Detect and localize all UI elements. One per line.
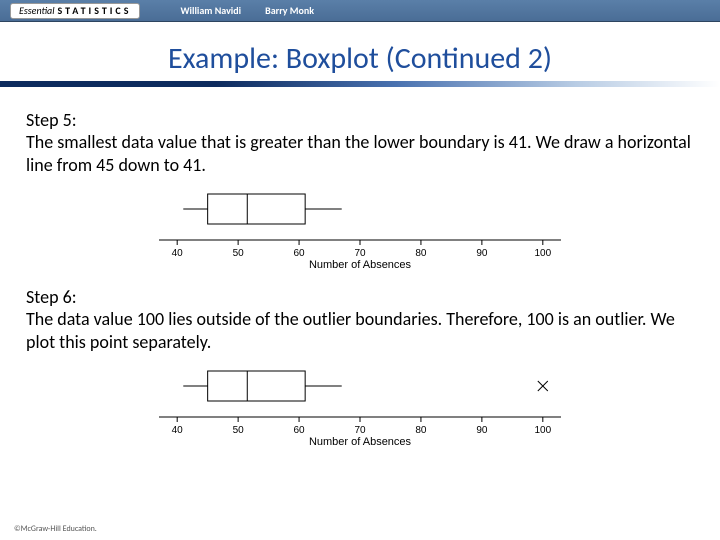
boxplot2: 40 50 60 70 80 90 100 Number of Absences: [145, 363, 575, 445]
svg-text:60: 60: [294, 248, 306, 259]
step5-label: Step 5:: [26, 109, 694, 131]
svg-text:80: 80: [415, 425, 427, 436]
boxplot1-holder: 40 50 60 70 80 90 100 Number of Absences: [26, 186, 694, 268]
svg-text:50: 50: [233, 425, 245, 436]
content: Step 5: The smallest data value that is …: [0, 95, 720, 445]
svg-text:Number of Absences: Number of Absences: [309, 259, 412, 268]
book-title-pill: Essential STATISTICS: [10, 3, 140, 19]
svg-text:100: 100: [534, 248, 551, 259]
author-1: William Navidi: [180, 4, 241, 17]
title-area: Example: Boxplot (Continued 2): [0, 22, 720, 95]
step6-block: Step 6: The data value 100 lies outside …: [26, 286, 694, 353]
step6-text: The data value 100 lies outside of the o…: [26, 308, 694, 353]
header-bar: Essential STATISTICS William Navidi Barr…: [0, 0, 720, 22]
svg-text:90: 90: [476, 425, 488, 436]
svg-text:80: 80: [415, 248, 427, 259]
svg-text:60: 60: [294, 425, 306, 436]
svg-text:100: 100: [534, 425, 551, 436]
title-underline: [0, 81, 720, 87]
svg-text:90: 90: [476, 248, 488, 259]
svg-text:40: 40: [172, 425, 184, 436]
boxplot1: 40 50 60 70 80 90 100 Number of Absences: [145, 186, 575, 268]
svg-text:70: 70: [354, 425, 366, 436]
svg-text:50: 50: [233, 248, 245, 259]
step5-text: The smallest data value that is greater …: [26, 131, 694, 176]
page-title: Example: Boxplot (Continued 2): [0, 40, 720, 77]
step5-block: Step 5: The smallest data value that is …: [26, 109, 694, 176]
author-2: Barry Monk: [265, 4, 314, 17]
step6-label: Step 6:: [26, 286, 694, 308]
svg-text:70: 70: [354, 248, 366, 259]
authors: William Navidi Barry Monk: [180, 4, 314, 17]
pill-essential: Essential: [19, 4, 55, 17]
svg-text:Number of Absences: Number of Absences: [309, 436, 412, 445]
boxplot2-holder: 40 50 60 70 80 90 100 Number of Absences: [26, 363, 694, 445]
pill-statistics: STATISTICS: [58, 4, 132, 17]
svg-text:40: 40: [172, 248, 184, 259]
copyright: ©McGraw-Hill Education.: [14, 524, 97, 534]
